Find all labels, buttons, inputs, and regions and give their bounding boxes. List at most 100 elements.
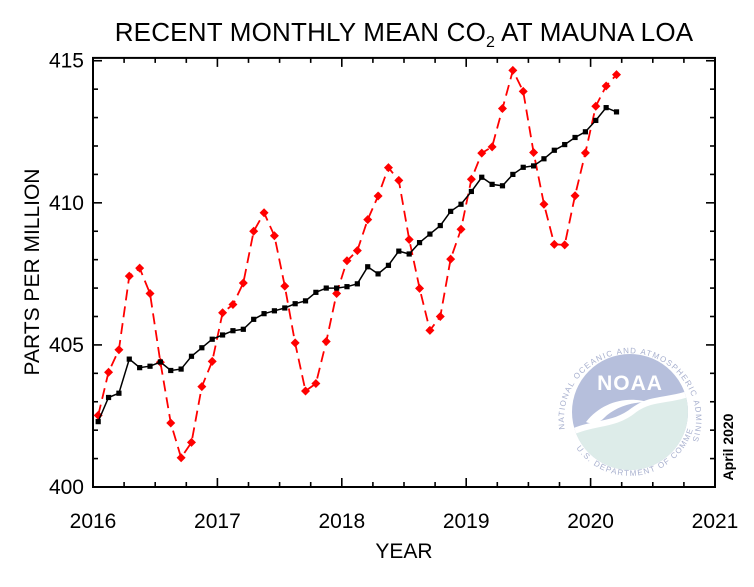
- marker-square: [520, 164, 526, 170]
- marker-diamond: [383, 163, 393, 173]
- marker-square: [582, 129, 589, 135]
- marker-square: [541, 156, 547, 162]
- marker-diamond: [249, 226, 259, 236]
- x-tick-label: 2019: [443, 510, 490, 533]
- marker-diamond: [176, 453, 186, 463]
- series-line-trend: [97, 106, 617, 422]
- marker-diamond: [218, 308, 228, 318]
- marker-diamond: [570, 191, 580, 201]
- marker-square: [613, 109, 620, 115]
- marker-diamond: [321, 337, 331, 347]
- marker-square: [530, 163, 537, 169]
- marker-diamond: [497, 103, 507, 113]
- marker-square: [313, 289, 319, 295]
- marker-diamond: [186, 437, 196, 447]
- noaa-emblem-bird-icon: [586, 399, 648, 424]
- marker-diamond: [342, 256, 352, 266]
- chart-title: RECENT MONTHLY MEAN CO2 AT MAUNA LOA: [93, 17, 715, 52]
- marker-diamond: [301, 386, 311, 396]
- marker-square: [458, 201, 464, 207]
- marker-square: [468, 188, 474, 195]
- marker-square: [157, 359, 163, 365]
- marker-diamond: [601, 81, 611, 91]
- x-axis-label: YEAR: [375, 540, 433, 563]
- chart-title-text-2: AT MAUNA LOA: [495, 17, 694, 47]
- marker-diamond: [477, 148, 487, 158]
- marker-diamond: [238, 278, 248, 288]
- marker-square: [168, 367, 174, 374]
- marker-square: [396, 248, 402, 254]
- marker-diamond: [580, 148, 590, 158]
- marker-diamond: [332, 288, 342, 298]
- marker-diamond: [114, 345, 124, 355]
- marker-diamond: [487, 142, 497, 152]
- marker-diamond: [394, 175, 404, 185]
- marker-diamond: [166, 418, 176, 428]
- marker-diamond: [311, 379, 321, 389]
- marker-square: [365, 264, 371, 270]
- marker-square: [572, 134, 578, 141]
- marker-diamond: [612, 70, 622, 80]
- y-tick-label: 415: [49, 50, 84, 73]
- marker-diamond: [560, 240, 570, 250]
- marker-diamond: [508, 65, 518, 75]
- marker-diamond: [280, 281, 290, 291]
- marker-square: [282, 305, 288, 311]
- noaa-emblem-swoosh: [572, 383, 688, 441]
- chart-title-subscript: 2: [486, 34, 496, 52]
- x-tick-label: 2018: [318, 510, 365, 533]
- marker-square: [448, 208, 454, 214]
- marker-diamond: [259, 208, 269, 218]
- marker-diamond: [539, 199, 549, 209]
- x-tick-label: 2016: [70, 510, 117, 533]
- marker-diamond: [435, 311, 445, 321]
- marker-square: [105, 394, 112, 401]
- marker-diamond: [518, 86, 528, 96]
- marker-diamond: [363, 215, 373, 225]
- series-line-monthly-mean: [97, 67, 618, 460]
- marker-square: [188, 353, 195, 359]
- marker-diamond: [404, 234, 414, 244]
- marker-square: [375, 271, 381, 277]
- marker-diamond: [228, 300, 238, 310]
- marker-square: [292, 301, 298, 307]
- marker-square: [479, 174, 485, 180]
- marker-square: [261, 311, 267, 317]
- marker-square: [510, 171, 516, 178]
- marker-square: [199, 345, 205, 351]
- marker-square: [562, 141, 568, 148]
- marker-diamond: [529, 148, 539, 158]
- marker-square: [137, 365, 143, 371]
- marker-square: [251, 316, 257, 322]
- marker-square: [406, 251, 412, 257]
- marker-diamond: [207, 356, 217, 366]
- marker-square: [178, 366, 184, 372]
- marker-diamond: [145, 288, 155, 298]
- marker-diamond: [352, 246, 362, 256]
- marker-square: [230, 328, 236, 334]
- marker-square: [499, 183, 506, 189]
- marker-square: [489, 181, 495, 187]
- marker-diamond: [549, 239, 559, 249]
- marker-square: [551, 147, 557, 153]
- marker-square: [437, 222, 443, 229]
- marker-diamond: [373, 191, 383, 201]
- marker-diamond: [466, 174, 476, 184]
- marker-square: [126, 356, 132, 362]
- marker-square: [344, 284, 350, 290]
- marker-square: [603, 105, 609, 111]
- x-tick-label: 2020: [567, 510, 614, 533]
- marker-square: [593, 117, 599, 124]
- marker-square: [209, 336, 215, 342]
- marker-square: [240, 326, 246, 332]
- noaa-logo-wordmark: NOAA: [597, 372, 663, 395]
- noaa-emblem-sea: [572, 386, 688, 470]
- marker-square: [416, 240, 423, 246]
- marker-diamond: [446, 254, 456, 264]
- marker-square: [116, 390, 122, 396]
- y-tick-label: 405: [49, 334, 84, 357]
- marker-diamond: [415, 283, 425, 293]
- marker-diamond: [124, 271, 134, 281]
